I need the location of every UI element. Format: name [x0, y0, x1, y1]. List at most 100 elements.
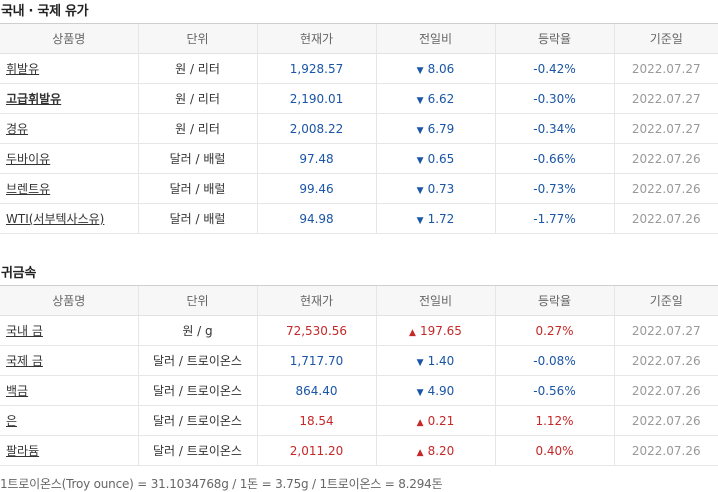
rate-cell: 1.12% [494, 405, 614, 436]
header-name: 상품명 [0, 285, 138, 316]
commodity-link[interactable]: 경유 [6, 122, 29, 136]
change-cell: ▲ 8.20 [375, 435, 495, 466]
commodity-link[interactable]: WTI(서부텍사스유) [6, 212, 105, 226]
header-date: 기준일 [613, 23, 718, 54]
unit-cell: 원 / g [137, 315, 257, 346]
commodity-name-cell: WTI(서부텍사스유) [0, 203, 138, 234]
header-rate: 등락율 [494, 285, 614, 316]
change-cell: ▼ 6.62 [375, 83, 495, 114]
change-cell: ▼ 1.40 [375, 345, 495, 376]
table-row: 은 달러 / 트로이온스 18.54 ▲ 0.21 1.12% 2022.07.26 [0, 405, 718, 436]
unit-cell: 원 / 리터 [137, 83, 257, 114]
change-cell: ▲ 0.21 [375, 405, 495, 436]
rate-cell: -0.08% [494, 345, 614, 376]
change-value: 0.73 [427, 181, 455, 196]
commodity-link[interactable]: 휘발유 [6, 62, 40, 76]
date-cell: 2022.07.26 [613, 143, 718, 174]
triangle-down-icon: ▼ [416, 125, 424, 136]
change-value: 1.40 [427, 353, 455, 368]
date-cell: 2022.07.26 [613, 435, 718, 466]
table-header-row: 상품명 단위 현재가 전일비 등락율 기준일 [0, 23, 718, 54]
change-value: 8.06 [427, 61, 455, 76]
change-cell: ▼ 1.72 [375, 203, 495, 234]
unit-footnote: 1트로이온스(Troy ounce) = 31.1034768g / 1돈 = … [0, 477, 443, 491]
commodity-link[interactable]: 국제 금 [6, 354, 43, 368]
table-row: 브렌트유 달러 / 배럴 99.46 ▼ 0.73 -0.73% 2022.07.26 [0, 173, 718, 204]
change-value: 1.72 [427, 211, 455, 226]
rate-cell: -0.34% [494, 113, 614, 144]
change-value: 6.79 [427, 121, 455, 136]
commodity-name-cell: 두바이유 [0, 143, 138, 174]
triangle-down-icon: ▼ [416, 387, 424, 398]
rate-cell: -0.30% [494, 83, 614, 114]
change-cell: ▲ 197.65 [375, 315, 495, 346]
change-value: 197.65 [419, 323, 462, 338]
commodity-name-cell: 백금 [0, 375, 138, 406]
commodity-link[interactable]: 브렌트유 [6, 182, 51, 196]
unit-cell: 원 / 리터 [137, 113, 257, 144]
price-cell: 1,717.70 [256, 345, 376, 376]
table-row: 백금 달러 / 트로이온스 864.40 ▼ 4.90 -0.56% 2022.07.26 [0, 375, 718, 406]
header-date: 기준일 [613, 285, 718, 316]
header-change: 전일비 [375, 23, 495, 54]
unit-cell: 달러 / 트로이온스 [137, 405, 257, 436]
rate-cell: -0.66% [494, 143, 614, 174]
price-cell: 97.48 [256, 143, 376, 174]
commodity-link[interactable]: 고급휘발유 [6, 92, 62, 106]
commodity-name-cell: 브렌트유 [0, 173, 138, 204]
commodity-link[interactable]: 백금 [6, 384, 29, 398]
unit-cell: 달러 / 배럴 [137, 203, 257, 234]
unit-cell: 달러 / 배럴 [137, 143, 257, 174]
unit-cell: 달러 / 배럴 [137, 173, 257, 204]
table-row: 고급휘발유 원 / 리터 2,190.01 ▼ 6.62 -0.30% 2022.07.27 [0, 83, 718, 114]
header-unit: 단위 [137, 23, 257, 54]
table-row: 경유 원 / 리터 2,008.22 ▼ 6.79 -0.34% 2022.07.27 [0, 113, 718, 144]
table-row: 두바이유 달러 / 배럴 97.48 ▼ 0.65 -0.66% 2022.07.26 [0, 143, 718, 174]
metal-section-title: 귀금속 [1, 266, 36, 281]
header-change: 전일비 [375, 285, 495, 316]
change-value: 4.90 [427, 383, 455, 398]
header-price: 현재가 [256, 23, 376, 54]
triangle-down-icon: ▼ [416, 357, 424, 368]
commodity-name-cell: 경유 [0, 113, 138, 144]
header-price: 현재가 [256, 285, 376, 316]
date-cell: 2022.07.26 [613, 405, 718, 436]
price-cell: 99.46 [256, 173, 376, 204]
change-cell: ▼ 6.79 [375, 113, 495, 144]
oil-section-title: 국내 · 국제 유가 [1, 4, 89, 19]
change-cell: ▼ 8.06 [375, 53, 495, 84]
triangle-down-icon: ▼ [416, 185, 424, 196]
change-cell: ▼ 0.73 [375, 173, 495, 204]
triangle-down-icon: ▼ [416, 65, 424, 76]
header-rate: 등락율 [494, 23, 614, 54]
unit-cell: 달러 / 트로이온스 [137, 375, 257, 406]
price-cell: 72,530.56 [256, 315, 376, 346]
price-cell: 2,011.20 [256, 435, 376, 466]
change-value: 0.21 [427, 413, 455, 428]
commodity-link[interactable]: 팔라듐 [6, 444, 40, 458]
commodity-name-cell: 은 [0, 405, 138, 436]
change-value: 0.65 [427, 151, 455, 166]
commodity-name-cell: 팔라듐 [0, 435, 138, 466]
rate-cell: -0.42% [494, 53, 614, 84]
commodity-name-cell: 국제 금 [0, 345, 138, 376]
unit-cell: 달러 / 트로이온스 [137, 345, 257, 376]
triangle-down-icon: ▼ [416, 155, 424, 166]
date-cell: 2022.07.27 [613, 315, 718, 346]
date-cell: 2022.07.26 [613, 173, 718, 204]
rate-cell: 0.40% [494, 435, 614, 466]
commodity-link[interactable]: 국내 금 [6, 324, 43, 338]
commodity-link[interactable]: 은 [6, 414, 18, 428]
table-row: WTI(서부텍사스유) 달러 / 배럴 94.98 ▼ 1.72 -1.77% 2022.0… [0, 203, 718, 234]
unit-cell: 원 / 리터 [137, 53, 257, 84]
date-cell: 2022.07.26 [613, 345, 718, 376]
rate-cell: -0.73% [494, 173, 614, 204]
triangle-down-icon: ▼ [416, 95, 424, 106]
date-cell: 2022.07.27 [613, 113, 718, 144]
rate-cell: -0.56% [494, 375, 614, 406]
price-cell: 864.40 [256, 375, 376, 406]
commodity-link[interactable]: 두바이유 [6, 152, 51, 166]
price-cell: 18.54 [256, 405, 376, 436]
unit-cell: 달러 / 트로이온스 [137, 435, 257, 466]
